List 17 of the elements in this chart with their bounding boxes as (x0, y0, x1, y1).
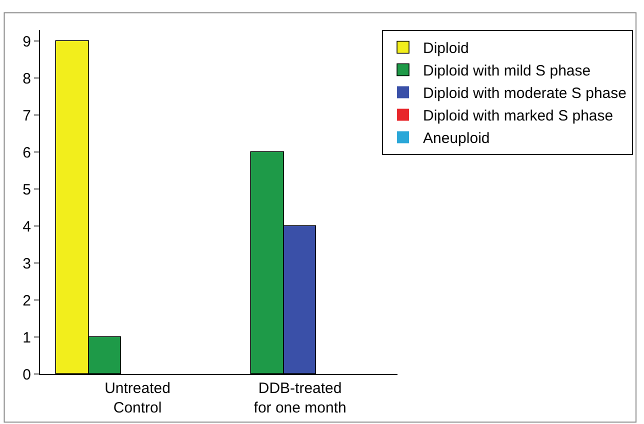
y-tick-label: 2 (22, 292, 31, 310)
y-tick-label: 4 (22, 218, 31, 236)
y-tick-label: 1 (22, 329, 31, 346)
legend-label: Aneuploid (423, 130, 490, 148)
y-tick-label: 8 (22, 70, 31, 88)
y-tick-label: 5 (22, 181, 31, 198)
x-tick-label: Untreated Control (104, 380, 170, 416)
x-tick-label: DDB-treated for one month (254, 380, 346, 416)
legend-label: Diploid with moderate S phase (423, 85, 626, 102)
y-tick-label: 3 (22, 255, 31, 272)
legend-label: Diploid with marked S phase (423, 108, 614, 125)
y-tick-label: 0 (22, 366, 31, 384)
legend-label: Diploid with mild S phase (423, 62, 591, 80)
legend-label: Diploid (423, 40, 469, 58)
y-tick-label: 9 (22, 33, 31, 50)
y-tick-label: 6 (22, 144, 31, 162)
y-tick-label: 7 (22, 107, 31, 124)
